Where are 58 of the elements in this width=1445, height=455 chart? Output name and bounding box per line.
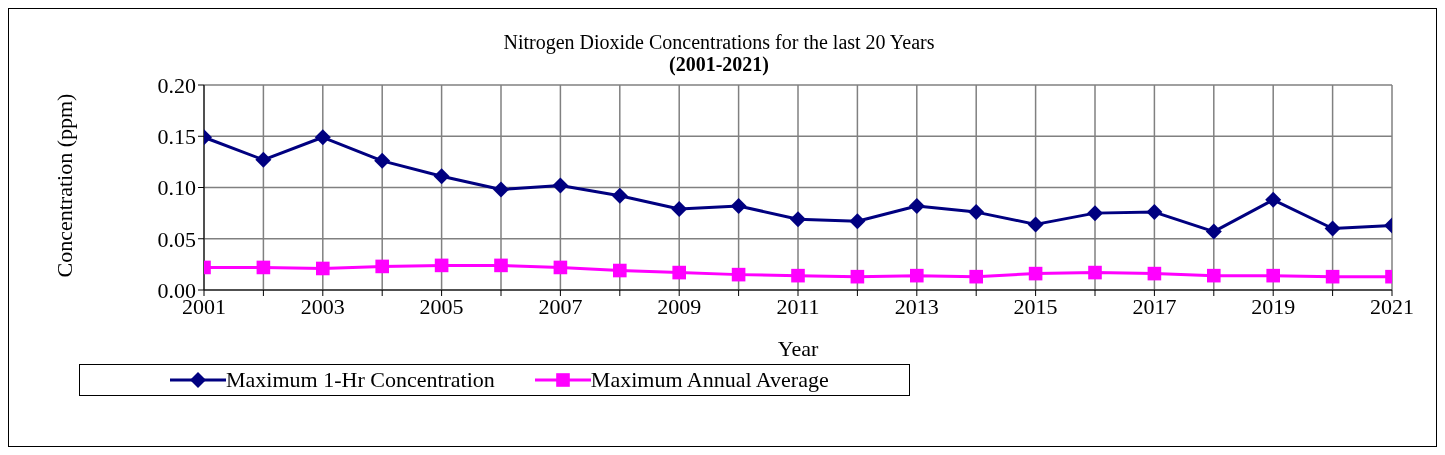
point	[1265, 191, 1282, 208]
x-tick-label: 2021	[1370, 293, 1414, 319]
point	[552, 177, 569, 194]
point	[908, 197, 925, 214]
point	[790, 211, 806, 228]
x-tick-label: 2015	[1013, 293, 1058, 319]
point	[731, 267, 746, 282]
point	[314, 129, 331, 146]
point	[1324, 220, 1341, 237]
point	[1146, 204, 1163, 221]
point	[256, 260, 271, 275]
point	[671, 201, 688, 218]
point	[375, 259, 389, 274]
x-tick-label: 2009	[657, 293, 702, 319]
point	[1088, 265, 1102, 280]
chart-subtitle: (2001-2021)	[668, 53, 770, 75]
point	[611, 187, 628, 204]
point	[969, 269, 983, 284]
x-tick-label: 2011	[776, 293, 820, 319]
y-axis-title: Concentration (ppm)	[51, 93, 77, 278]
point	[1028, 266, 1043, 281]
x-tick-label: 2003	[300, 293, 345, 319]
point	[493, 181, 509, 198]
legend-label: Maximum 1-Hr Concentration	[225, 367, 495, 393]
x-tick-label: 2017	[1132, 293, 1177, 319]
point	[1325, 269, 1340, 284]
x-tick-label: 2005	[419, 293, 464, 319]
x-tick-label: 2019	[1251, 293, 1296, 319]
legend-label: Maximum Annual Average	[589, 367, 829, 393]
point	[910, 268, 924, 283]
x-tick-label: 2013	[894, 293, 939, 319]
point	[849, 213, 866, 230]
y-tick-label: 0.05	[157, 226, 196, 252]
point	[1266, 268, 1280, 283]
y-tick-label: 0.15	[157, 124, 196, 150]
point	[1207, 268, 1221, 283]
point	[434, 258, 449, 273]
point	[1205, 223, 1222, 240]
point	[494, 258, 508, 273]
point	[791, 268, 805, 283]
point	[374, 152, 391, 169]
point	[850, 269, 865, 284]
point	[255, 151, 272, 168]
chart-title: Nitrogen Dioxide Concentrations for the last 20 Years	[502, 31, 936, 53]
point	[1027, 216, 1044, 233]
y-tick-label: 0.20	[157, 72, 196, 98]
point	[1087, 205, 1103, 222]
x-tick-label: 2007	[538, 293, 583, 319]
point	[316, 261, 330, 276]
point	[613, 263, 627, 278]
point	[1147, 266, 1162, 281]
point	[553, 260, 568, 275]
x-axis-title: Year	[777, 336, 819, 361]
point	[433, 168, 450, 185]
point	[730, 197, 747, 214]
point	[968, 204, 985, 221]
point	[672, 265, 686, 280]
y-tick-label: 0.10	[157, 175, 196, 201]
